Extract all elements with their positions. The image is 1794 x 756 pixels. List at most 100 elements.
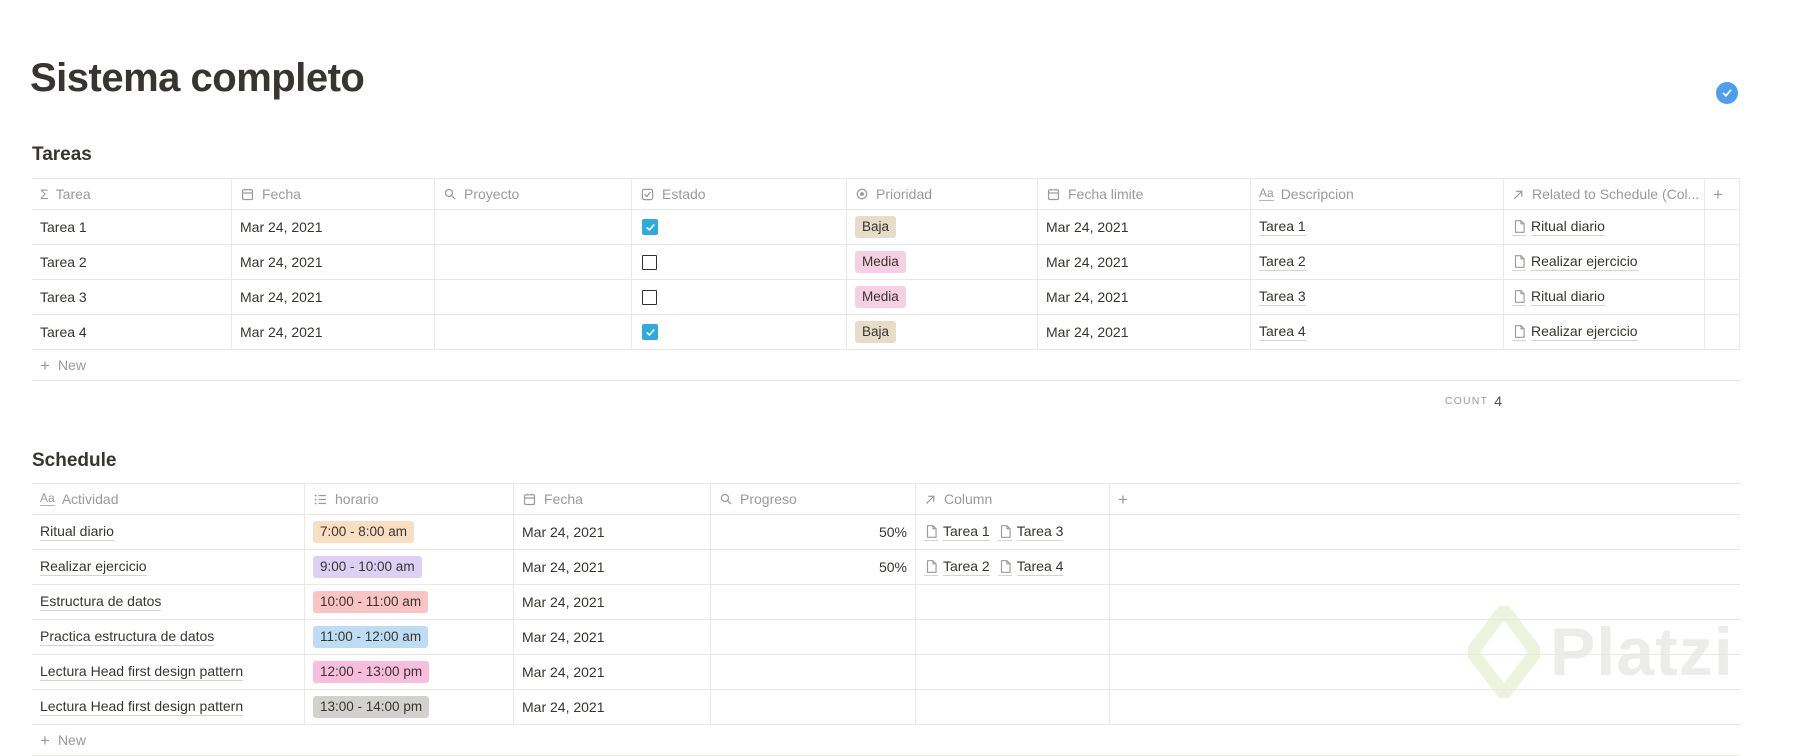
title-link[interactable]: Tarea 1 [1259,218,1306,236]
cell-actividad[interactable]: Lectura Head first design pattern [32,655,305,689]
column-header-estado[interactable]: Estado [632,179,847,209]
cell-filler[interactable] [1110,620,1740,654]
title-link[interactable]: Estructura de datos [40,593,162,611]
cell-fecha[interactable]: Mar 24, 2021 [514,515,711,549]
title-link[interactable]: Lectura Head first design pattern [40,698,244,716]
checkbox-checked[interactable] [642,219,658,235]
cell-descripcion[interactable]: Tarea 3 [1251,280,1504,314]
column-header-progreso[interactable]: Progreso [711,484,916,514]
cell-horario[interactable]: 12:00 - 13:00 pm [305,655,514,689]
cell-fecha[interactable]: Mar 24, 2021 [514,690,711,724]
page-link[interactable]: Realizar ejercicio [1512,253,1638,271]
new-row-button[interactable]: + New [32,350,1740,381]
cell-descripcion[interactable]: Tarea 1 [1251,210,1504,244]
cell-actividad[interactable]: Practica estructura de datos [32,620,305,654]
cell-column[interactable]: Tarea 1 Tarea 3 [916,515,1110,549]
cell-prioridad[interactable]: Baja [847,210,1038,244]
column-header-column[interactable]: Column [916,484,1110,514]
cell-proyecto[interactable] [435,315,632,349]
column-header-plus[interactable]: + [1110,484,1740,514]
page-link[interactable]: Ritual diario [1512,288,1605,306]
page-link[interactable]: Ritual diario [1512,218,1605,236]
column-header-horario[interactable]: horario [305,484,514,514]
cell-actividad[interactable]: Ritual diario [32,515,305,549]
cell-horario[interactable]: 7:00 - 8:00 am [305,515,514,549]
page-link[interactable]: Realizar ejercicio [1512,323,1638,341]
cell-add[interactable] [1705,245,1740,279]
cell-horario[interactable]: 9:00 - 10:00 am [305,550,514,584]
cell-progreso[interactable] [711,655,916,689]
cell-actividad[interactable]: Lectura Head first design pattern [32,690,305,724]
cell-fecha[interactable]: Mar 24, 2021 [232,280,435,314]
cell-tarea[interactable]: Tarea 4 [32,315,232,349]
cell-column[interactable] [916,585,1110,619]
column-header-fecha[interactable]: Fecha [514,484,711,514]
cell-prioridad[interactable]: Media [847,280,1038,314]
checkbox-unchecked[interactable] [642,289,657,305]
cell-proyecto[interactable] [435,245,632,279]
cell-fecha[interactable]: Mar 24, 2021 [514,550,711,584]
title-link[interactable]: Realizar ejercicio [40,558,147,576]
cell-fecha[interactable]: Mar 24, 2021 [514,585,711,619]
cell-add[interactable] [1705,280,1740,314]
title-link[interactable]: Lectura Head first design pattern [40,663,244,681]
page-link[interactable]: Tarea 4 [997,558,1064,576]
cell-column[interactable] [916,690,1110,724]
cell-related[interactable]: Realizar ejercicio [1504,245,1705,279]
cell-add[interactable] [1705,210,1740,244]
cell-fecha_limite[interactable]: Mar 24, 2021 [1038,315,1251,349]
cell-filler[interactable] [1110,585,1740,619]
cell-fecha[interactable]: Mar 24, 2021 [514,655,711,689]
cell-estado[interactable] [632,280,847,314]
cell-fecha[interactable]: Mar 24, 2021 [232,210,435,244]
column-header-related-to-schedule-col[interactable]: Related to Schedule (Col... [1504,179,1705,209]
cell-fecha[interactable]: Mar 24, 2021 [232,315,435,349]
page-link[interactable]: Tarea 3 [997,523,1064,541]
cell-related[interactable]: Ritual diario [1504,280,1705,314]
cell-estado[interactable] [632,245,847,279]
title-link[interactable]: Practica estructura de datos [40,628,215,646]
column-header-plus[interactable]: + [1705,179,1740,209]
title-link[interactable]: Tarea 2 [1259,253,1306,271]
cell-tarea[interactable]: Tarea 3 [32,280,232,314]
cell-estado[interactable] [632,315,847,349]
cell-progreso[interactable] [711,585,916,619]
column-header-fecha[interactable]: Fecha [232,179,435,209]
cell-fecha_limite[interactable]: Mar 24, 2021 [1038,245,1251,279]
cell-add[interactable] [1705,315,1740,349]
cell-filler[interactable] [1110,690,1740,724]
column-header-descripcion[interactable]: Aa Descripcion [1251,179,1504,209]
cell-fecha[interactable]: Mar 24, 2021 [514,620,711,654]
cell-progreso[interactable] [711,690,916,724]
cell-estado[interactable] [632,210,847,244]
title-link[interactable]: Tarea 3 [1259,288,1306,306]
cell-actividad[interactable]: Realizar ejercicio [32,550,305,584]
cell-prioridad[interactable]: Baja [847,315,1038,349]
column-header-prioridad[interactable]: Prioridad [847,179,1038,209]
title-link[interactable]: Ritual diario [40,523,114,541]
cell-horario[interactable]: 10:00 - 11:00 am [305,585,514,619]
page-link[interactable]: Tarea 2 [924,558,990,576]
cell-descripcion[interactable]: Tarea 4 [1251,315,1504,349]
cell-progreso[interactable] [711,620,916,654]
verified-check-button[interactable] [1716,82,1738,104]
cell-horario[interactable]: 13:00 - 14:00 pm [305,690,514,724]
cell-related[interactable]: Ritual diario [1504,210,1705,244]
cell-tarea[interactable]: Tarea 1 [32,210,232,244]
cell-progreso[interactable]: 50% [711,550,916,584]
tareas-count[interactable]: COUNT 4 [32,389,1740,413]
column-header-fecha-limite[interactable]: Fecha limite [1038,179,1251,209]
cell-fecha_limite[interactable]: Mar 24, 2021 [1038,210,1251,244]
cell-column[interactable] [916,655,1110,689]
cell-actividad[interactable]: Estructura de datos [32,585,305,619]
column-header-proyecto[interactable]: Proyecto [435,179,632,209]
cell-related[interactable]: Realizar ejercicio [1504,315,1705,349]
cell-progreso[interactable]: 50% [711,515,916,549]
cell-column[interactable]: Tarea 2 Tarea 4 [916,550,1110,584]
cell-filler[interactable] [1110,550,1740,584]
checkbox-checked[interactable] [642,324,658,340]
cell-filler[interactable] [1110,655,1740,689]
column-header-actividad[interactable]: Aa Actividad [32,484,305,514]
cell-horario[interactable]: 11:00 - 12:00 am [305,620,514,654]
cell-descripcion[interactable]: Tarea 2 [1251,245,1504,279]
